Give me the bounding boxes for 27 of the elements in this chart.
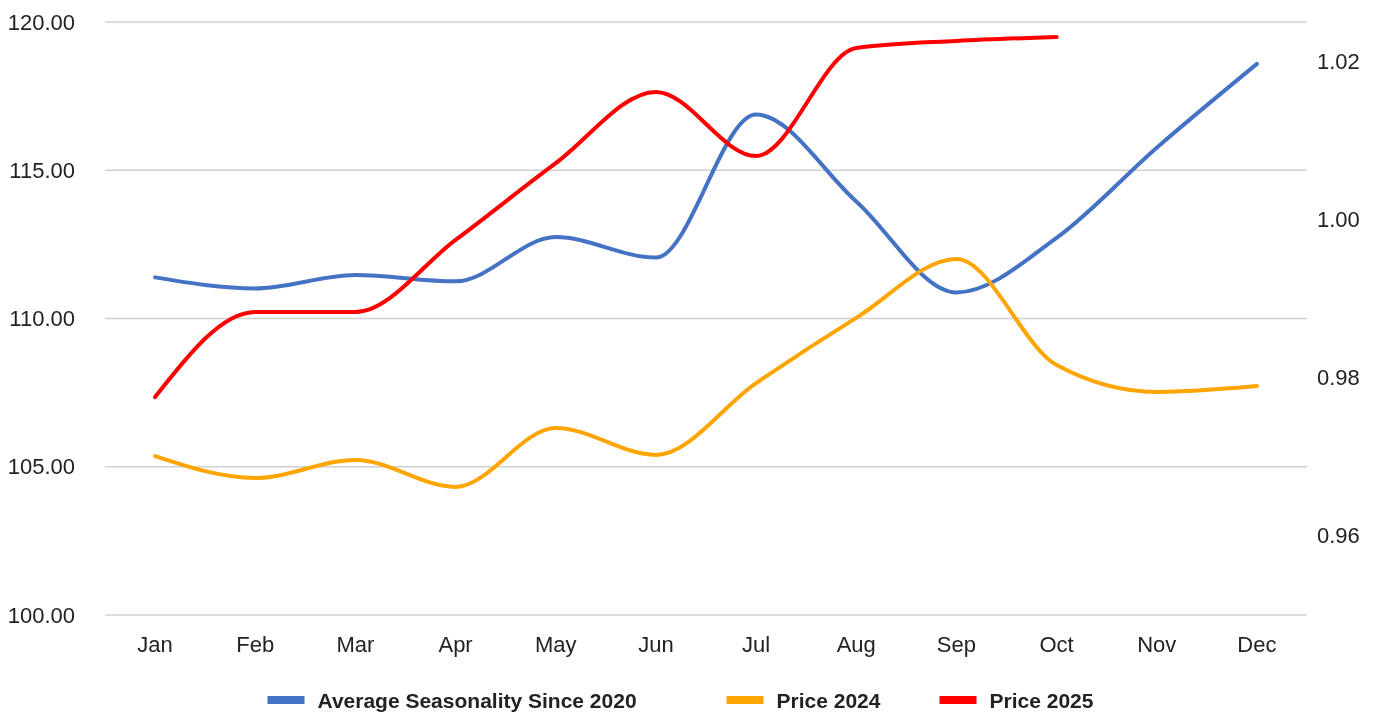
x-tick-label: Jun (638, 631, 674, 657)
legend-label: Average Seasonality Since 2020 (317, 688, 637, 712)
y-tick-label: 105.00 (7, 454, 75, 480)
x-tick-label: Apr (438, 631, 473, 657)
line-series (153, 61, 1259, 295)
y2-tick-label: 1.00 (1317, 207, 1360, 233)
x-tick-label: Oct (1039, 631, 1074, 657)
x-tick-label: Mar (336, 631, 375, 657)
y2-tick-label: 0.98 (1317, 365, 1360, 391)
x-tick-label: May (534, 631, 577, 657)
legend-label: Price 2025 (989, 688, 1094, 712)
x-tick-label: Feb (236, 631, 275, 657)
y2-tick-label: 1.02 (1317, 49, 1360, 75)
y-tick-label: 120.00 (7, 9, 75, 35)
line-series (153, 35, 1059, 400)
x-tick-label: Jan (137, 631, 173, 657)
x-tick-label: Jul (742, 631, 771, 657)
x-tick-label: Nov (1137, 631, 1177, 657)
y2-tick-label: 0.96 (1317, 523, 1360, 549)
x-tick-label: Dec (1237, 631, 1277, 657)
line-series (153, 256, 1259, 489)
y-tick-label: 115.00 (9, 157, 75, 183)
x-tick-label: Sep (936, 631, 976, 657)
y-tick-label: 100.00 (7, 602, 75, 628)
y-tick-label: 110.00 (9, 306, 75, 331)
x-tick-label: Aug (836, 631, 876, 657)
legend-label: Price 2024 (776, 688, 881, 712)
